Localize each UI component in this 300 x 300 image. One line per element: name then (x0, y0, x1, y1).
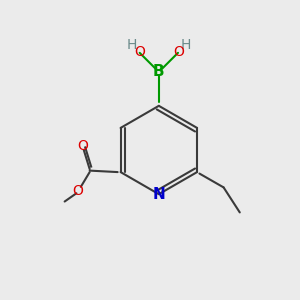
Text: B: B (153, 64, 165, 80)
Text: O: O (134, 45, 145, 59)
Text: O: O (173, 45, 184, 59)
Text: O: O (77, 139, 88, 153)
Text: O: O (73, 184, 83, 198)
Text: H: H (181, 38, 191, 52)
Text: N: N (152, 187, 165, 202)
Text: H: H (126, 38, 137, 52)
